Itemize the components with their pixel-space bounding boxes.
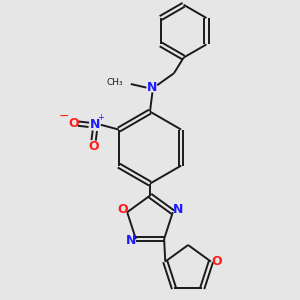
Text: N: N <box>147 81 158 94</box>
Text: +: + <box>98 113 104 122</box>
Text: N: N <box>126 234 136 247</box>
Text: O: O <box>68 117 79 130</box>
Text: O: O <box>212 255 222 268</box>
Text: N: N <box>90 118 100 131</box>
Text: CH₃: CH₃ <box>107 78 124 87</box>
Text: −: − <box>58 110 69 123</box>
Text: N: N <box>172 203 183 216</box>
Text: O: O <box>117 203 128 216</box>
Text: O: O <box>88 140 99 153</box>
